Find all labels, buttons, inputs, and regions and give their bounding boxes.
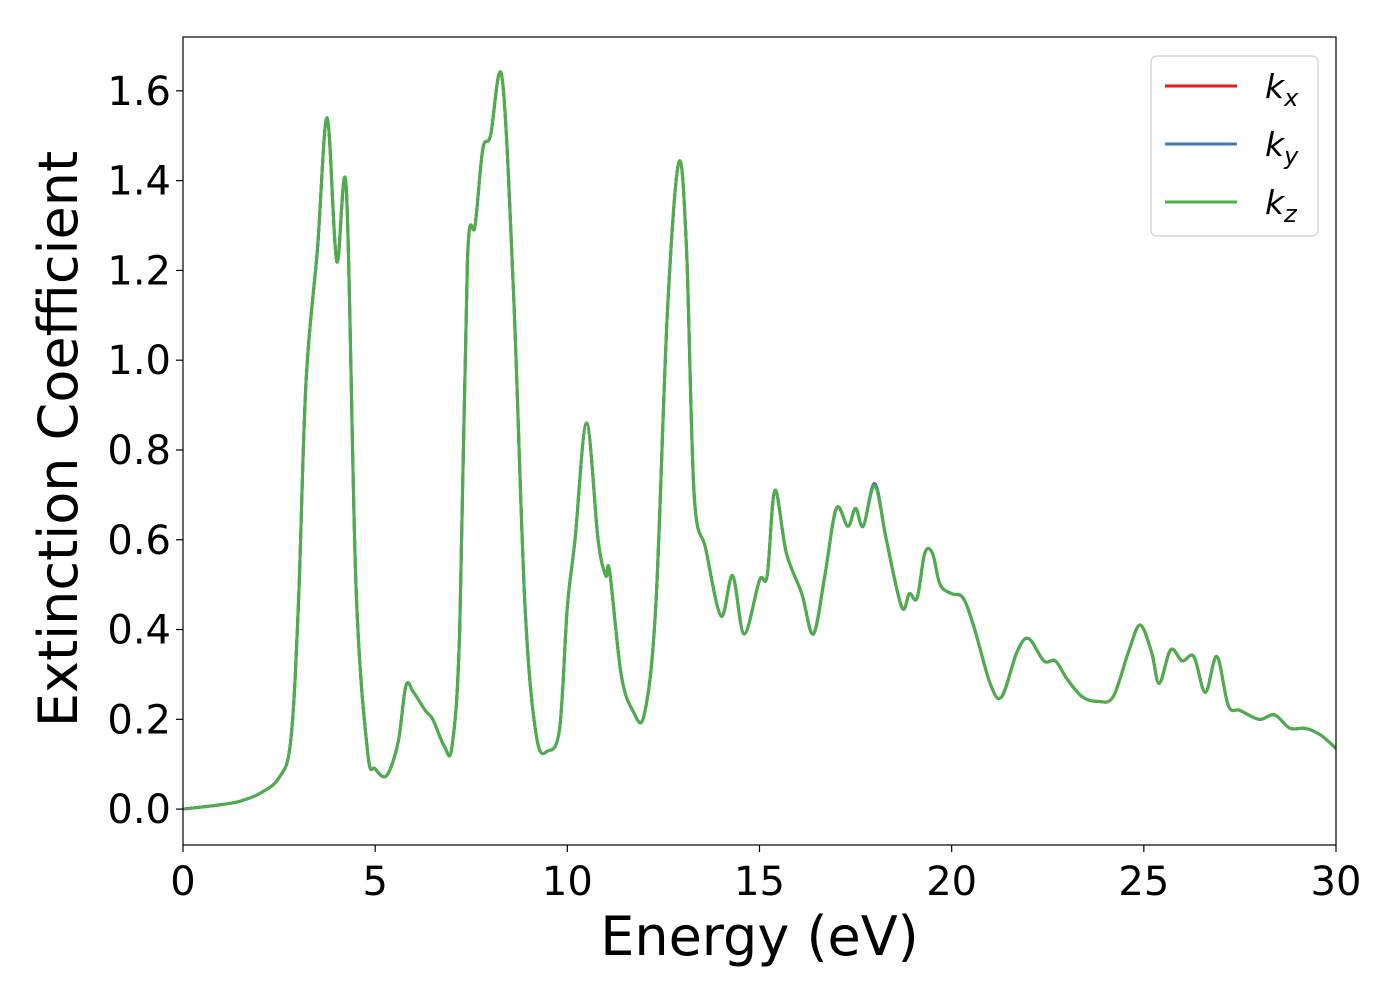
y-axis-ticks: 0.0 0.2 0.4 0.6 0.8 1.0 1.2 1.4 1.6 (107, 69, 183, 833)
legend-label: kx (1265, 67, 1299, 112)
legend-box (1150, 55, 1319, 237)
x-tick-label: 10 (542, 859, 593, 905)
series-layer (183, 70, 1336, 811)
x-tick-label: 25 (1118, 859, 1169, 905)
y-tick-label: 1.0 (107, 338, 171, 384)
x-axis-label: Energy (eV) (600, 905, 919, 968)
x-tick-label: 15 (734, 859, 785, 905)
legend-item-kz[interactable]: kz (1165, 183, 1298, 228)
legend-item-ky[interactable]: ky (1165, 125, 1299, 170)
y-axis-label: Extinction Coefficient (27, 151, 90, 727)
y-tick-label: 0.8 (107, 428, 171, 474)
y-tick-label: 0.0 (107, 787, 171, 833)
y-tick-label: 0.2 (107, 697, 171, 743)
x-tick-label: 5 (362, 859, 387, 905)
x-tick-label: 30 (1311, 859, 1362, 905)
legend-label: kz (1265, 183, 1298, 228)
legend[interactable]: kx ky kz (1150, 55, 1319, 237)
series-line-k-z (183, 70, 1336, 811)
y-tick-label: 1.6 (107, 69, 171, 115)
y-tick-label: 0.6 (107, 518, 171, 564)
y-tick-label: 0.4 (107, 608, 171, 654)
legend-item-kx[interactable]: kx (1165, 67, 1299, 112)
y-tick-label: 1.2 (107, 248, 171, 294)
x-tick-label: 20 (926, 859, 977, 905)
y-tick-label: 1.4 (107, 159, 171, 205)
legend-label: ky (1265, 125, 1299, 170)
x-tick-label: 0 (170, 859, 195, 905)
x-axis-ticks: 0 5 10 15 20 25 30 (170, 845, 1361, 905)
